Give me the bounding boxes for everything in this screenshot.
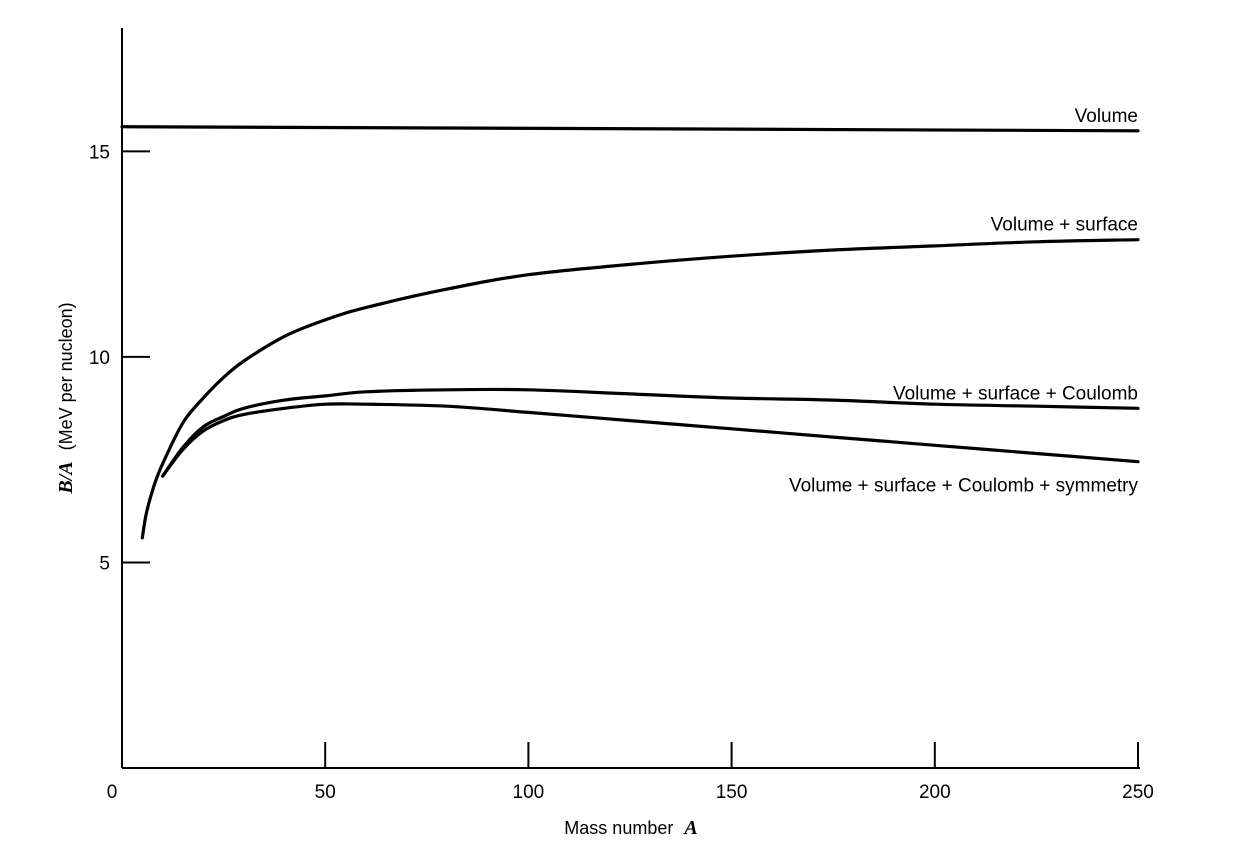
series-label-volume-surface-coulomb: Volume + surface + Coulomb — [893, 383, 1138, 404]
y-tick-label: 15 — [89, 142, 110, 163]
series-labels: Volume Volume + surface Volume + surface +… — [789, 106, 1139, 497]
series-line-volume-surface-coulomb — [161, 387, 1140, 478]
series-line-volume — [120, 125, 1140, 133]
series-label-volume-surface: Volume + surface — [991, 215, 1138, 236]
series-lines — [120, 125, 1140, 540]
x-tick-label: 200 — [919, 782, 951, 803]
x-tick-label: 250 — [1122, 782, 1154, 803]
series-line-volume-surface-coulomb-symmetry — [161, 402, 1140, 478]
x-tick-label: 0 — [107, 782, 118, 803]
y-tick-label: 5 — [99, 553, 110, 574]
x-ticks: 0 50 100 150 200 250 — [107, 742, 1154, 803]
series-label-volume-surface-coulomb-symmetry: Volume + surface + Coulomb + symmetry — [789, 476, 1139, 497]
y-axis-title: B/A (MeV per nucleon) — [55, 302, 77, 494]
x-axis-title-text: Mass number — [564, 818, 673, 838]
y-ticks: 5 10 15 — [89, 142, 150, 574]
y-axis-title-text: (MeV per nucleon) — [56, 302, 76, 450]
x-tick-label: 50 — [315, 782, 336, 803]
x-axis-title: Mass number A — [564, 817, 697, 839]
x-tick-label: 150 — [716, 782, 748, 803]
y-axis-title-symbol: B/A — [55, 461, 77, 494]
y-tick-label: 10 — [89, 348, 110, 369]
x-tick-label: 100 — [513, 782, 545, 803]
series-label-volume: Volume — [1075, 106, 1138, 127]
series-line-volume-surface — [140, 238, 1140, 540]
x-axis-title-symbol: A — [682, 817, 697, 839]
